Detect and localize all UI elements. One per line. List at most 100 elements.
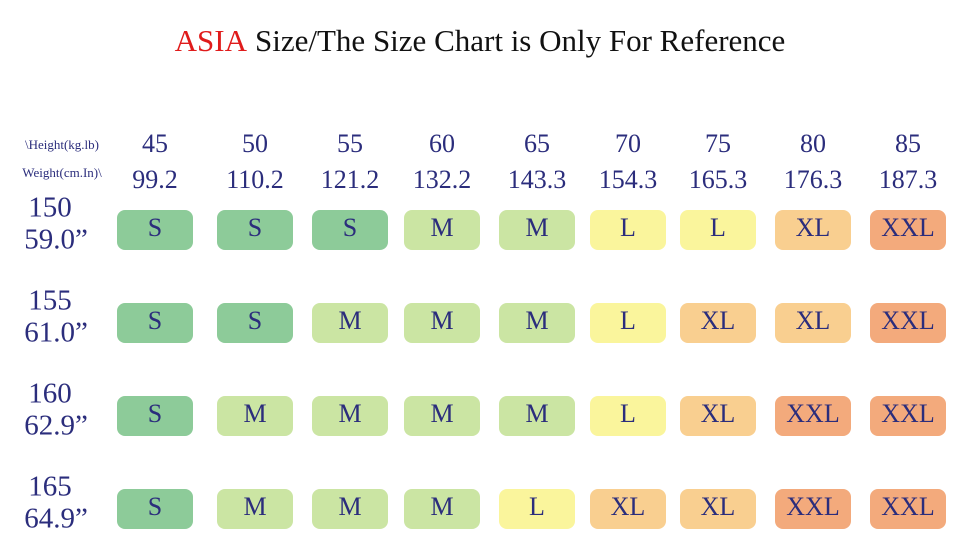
size-cell [217,210,293,250]
size-cell [775,303,851,343]
size-label: M [525,306,548,335]
size-cell [680,303,756,343]
lb-label: 132.2 [413,165,472,194]
size-cell [117,303,193,343]
lb-label: 99.2 [132,165,178,194]
size-label: M [338,492,361,521]
size-label: XXL [786,492,839,521]
size-label: XL [611,492,646,521]
kg-label: 55 [337,129,363,158]
kg-label: 60 [429,129,455,158]
in-label: 64.9” [24,503,88,535]
size-cell [117,489,193,529]
size-cell [775,210,851,250]
in-label: 62.9” [24,410,88,442]
in-label: 61.0” [24,317,88,349]
size-label: XL [701,399,736,428]
title: ASIA Size/The Size Chart is Only For Refe… [175,23,786,58]
size-cell [312,303,388,343]
size-cell [117,396,193,436]
size-label: S [248,213,262,242]
size-cell [312,396,388,436]
size-cell [217,396,293,436]
size-label: L [620,399,636,428]
size-cell [870,303,946,343]
size-label: L [529,492,545,521]
size-cell [499,303,575,343]
kg-label: 45 [142,129,168,158]
size-label: XL [701,492,736,521]
lb-label: 143.3 [508,165,567,194]
kg-label: 80 [800,129,826,158]
size-label: M [338,399,361,428]
size-label: XL [701,306,736,335]
size-label: M [525,213,548,242]
lb-label: 165.3 [689,165,748,194]
size-cell [404,210,480,250]
size-label: S [343,213,357,242]
size-label: S [148,213,162,242]
size-cell [590,489,666,529]
size-cell [590,210,666,250]
size-label: S [148,306,162,335]
size-cell [117,210,193,250]
cm-label: 165 [28,471,72,503]
size-cell [499,489,575,529]
size-cell [680,489,756,529]
size-label: S [248,306,262,335]
size-label: M [243,492,266,521]
lb-label: 154.3 [599,165,658,194]
size-cell [870,210,946,250]
size-cell [404,396,480,436]
size-cell [680,210,756,250]
size-label: XXL [881,306,934,335]
kg-label: 65 [524,129,550,158]
size-label: M [243,399,266,428]
kg-label: 70 [615,129,641,158]
title-text: Size/The Size Chart is Only For Referenc… [255,23,785,58]
size-label: M [338,306,361,335]
size-cell [590,303,666,343]
size-cell [590,396,666,436]
size-label: XXL [786,399,839,428]
size-label: XL [796,213,831,242]
size-cell [775,396,851,436]
size-label: M [430,492,453,521]
title-highlight: ASIA [175,23,248,58]
size-label: M [430,213,453,242]
size-label: M [430,306,453,335]
size-label: L [620,306,636,335]
kg-label: 85 [895,129,921,158]
size-cell [870,396,946,436]
size-cell [680,396,756,436]
lb-label: 187.3 [879,165,938,194]
cm-label: 160 [28,378,72,410]
lb-label: 110.2 [226,165,284,194]
cm-label: 150 [28,192,72,224]
weight-label: Weight(cm.In)\ [22,165,102,180]
size-label: S [148,492,162,521]
size-cell [775,489,851,529]
size-label: S [148,399,162,428]
size-cell [870,489,946,529]
size-label: XXL [881,213,934,242]
size-cell [217,489,293,529]
size-cell [217,303,293,343]
size-cell [404,489,480,529]
size-cell [499,210,575,250]
size-cell [312,210,388,250]
kg-label: 50 [242,129,268,158]
size-cell [312,489,388,529]
size-label: L [620,213,636,242]
size-label: XXL [881,492,934,521]
lb-label: 121.2 [321,165,380,194]
cm-label: 155 [28,285,72,317]
size-label: L [710,213,726,242]
size-label: M [525,399,548,428]
size-cell [499,396,575,436]
size-cell [404,303,480,343]
size-label: XXL [881,399,934,428]
size-label: M [430,399,453,428]
size-label: XL [796,306,831,335]
